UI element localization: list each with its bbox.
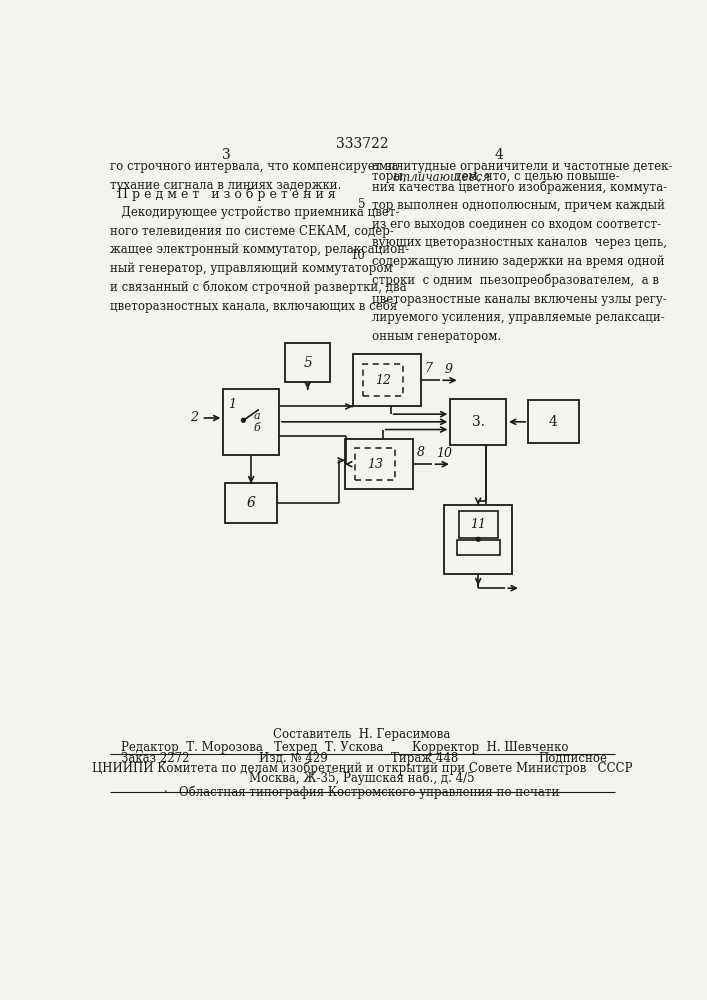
Bar	[353, 354, 421, 406]
Text: 6: 6	[247, 496, 255, 510]
Text: Редактор  Т. Морозова: Редактор Т. Морозова	[121, 741, 263, 754]
Text: тем, что, с целью повыше-: тем, что, с целью повыше-	[451, 170, 620, 183]
Bar	[528, 400, 578, 443]
Bar	[285, 343, 330, 382]
Text: 7: 7	[425, 362, 433, 375]
Text: 4: 4	[495, 148, 503, 162]
Text: отличающееся: отличающееся	[393, 170, 491, 183]
Bar	[345, 439, 413, 489]
Bar	[457, 540, 500, 555]
Text: 5: 5	[303, 356, 312, 370]
Bar	[459, 511, 498, 538]
Text: 11: 11	[470, 518, 486, 531]
Text: 1: 1	[228, 398, 237, 411]
Text: ния качества цветного изображения, коммута-
тор выполнен однополюсным, причем ка: ния качества цветного изображения, комму…	[372, 180, 667, 343]
Text: Изд. № 429: Изд. № 429	[259, 752, 327, 765]
Text: амплитудные ограничители и частотные детек-: амплитудные ограничители и частотные дет…	[372, 160, 672, 173]
Circle shape	[241, 418, 245, 422]
Text: Составитель  Н. Герасимова: Составитель Н. Герасимова	[274, 728, 450, 741]
Bar	[355, 448, 395, 480]
Text: 9: 9	[444, 363, 452, 376]
Text: 12: 12	[375, 374, 391, 387]
Text: 8: 8	[417, 446, 425, 459]
Text: Заказ 2272: Заказ 2272	[121, 752, 189, 765]
Text: ЦНИИПИ Комитета по делам изобретений и открытий при Совете Министров   СССР: ЦНИИПИ Комитета по делам изобретений и о…	[92, 762, 632, 775]
Text: Москва, Ж-35, Раушская наб., д. 4/5: Москва, Ж-35, Раушская наб., д. 4/5	[249, 772, 475, 785]
Bar	[225, 483, 277, 523]
Text: Тираж 448: Тираж 448	[391, 752, 458, 765]
Text: б: б	[254, 423, 261, 433]
Text: П р е д м е т   и з о б р е т е н и я: П р е д м е т и з о б р е т е н и я	[117, 188, 336, 201]
Text: 333722: 333722	[336, 137, 388, 151]
Text: 10: 10	[436, 447, 452, 460]
Bar	[223, 389, 279, 455]
Bar	[450, 399, 506, 445]
Bar	[363, 364, 403, 396]
Circle shape	[477, 537, 480, 541]
Bar	[444, 505, 513, 574]
Text: а: а	[254, 411, 261, 421]
Text: 13: 13	[367, 458, 383, 471]
Text: 10: 10	[351, 249, 366, 262]
Text: Техред  Т. Ускова: Техред Т. Ускова	[274, 741, 383, 754]
Text: торы,: торы,	[372, 170, 410, 183]
Text: го строчного интервала, что компенсирует за-
тухание сигнала в линиях задержки.: го строчного интервала, что компенсирует…	[110, 160, 403, 192]
Text: 3: 3	[222, 148, 230, 162]
Text: ·   Областная типография Костромского управления по печати: · Областная типография Костромского упра…	[164, 786, 560, 799]
Text: Декодирующее устройство приемника цвет-
ного телевидения по системе СЕКАМ, содер: Декодирующее устройство приемника цвет- …	[110, 206, 409, 313]
Text: 4: 4	[549, 415, 558, 429]
Text: Подписное: Подписное	[538, 752, 607, 765]
Text: 5: 5	[358, 198, 366, 211]
Text: 2: 2	[189, 411, 198, 424]
Text: 3.: 3.	[472, 415, 485, 429]
Text: Корректор  Н. Шевченко: Корректор Н. Шевченко	[412, 741, 569, 754]
